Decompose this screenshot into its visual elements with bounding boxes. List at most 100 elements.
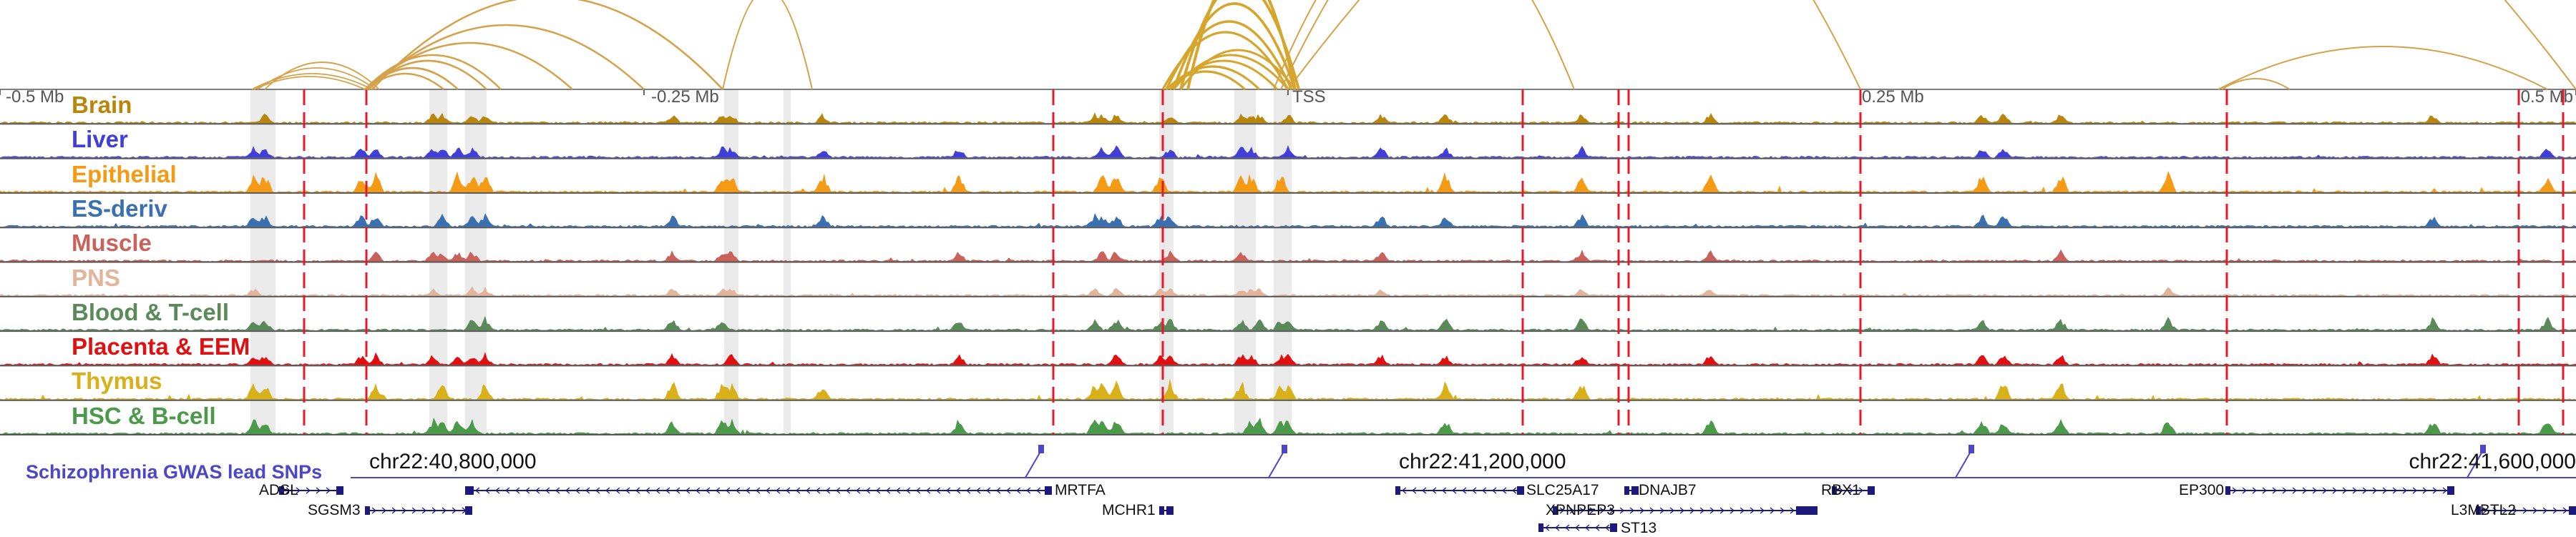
gene-exon — [465, 506, 472, 515]
gene-exon — [1796, 506, 1818, 515]
gene-strand-arrow — [1858, 487, 1864, 494]
gene-strand-arrow — [1491, 487, 1497, 494]
track-label-es-deriv: ES-deriv — [72, 194, 167, 222]
gene-strand-arrow — [441, 507, 447, 514]
gene-exon — [2447, 486, 2454, 495]
gene-strand-arrow — [1740, 507, 1745, 514]
gene-label-slc25a17: SLC25A17 — [1526, 482, 1599, 498]
gene-strand-arrow — [1411, 487, 1417, 494]
gene-strand-arrow — [1689, 507, 1695, 514]
gene-strand-arrow — [775, 487, 781, 494]
track-label-muscle: Muscle — [72, 230, 152, 257]
gene-label-mrtfa: MRTFA — [1055, 482, 1106, 498]
snp-marker — [1038, 445, 1044, 453]
gene-strand-arrow — [1421, 487, 1427, 494]
gene-strand-arrow — [2362, 487, 2368, 494]
gene-strand-arrow — [1559, 507, 1565, 514]
track-label-blood-t-cell: Blood & T-cell — [72, 298, 230, 325]
gene-strand-arrow — [2492, 507, 2498, 514]
ruler-tick-label: -0.5 Mb — [6, 87, 64, 107]
gene-strand-arrow — [514, 487, 520, 494]
gene-strand-arrow — [585, 487, 590, 494]
gene-label-sgsm3: SGSM3 — [308, 502, 361, 518]
gene-strand-arrow — [2232, 487, 2238, 494]
gene-strand-arrow — [474, 487, 480, 494]
gene-strand-arrow — [625, 487, 630, 494]
chromatin-loop-arc — [371, 0, 723, 90]
gene-strand-arrow — [615, 487, 620, 494]
gene-strand-arrow — [1619, 507, 1625, 514]
gene-strand-arrow — [401, 507, 407, 514]
ruler-tick-label: 0.5 Mb — [2520, 87, 2573, 107]
gene-strand-arrow — [835, 487, 841, 494]
gene-strand-arrow — [1659, 507, 1665, 514]
gene-strand-arrow — [1709, 507, 1715, 514]
gene-strand-arrow — [391, 507, 397, 514]
coordinate-label: chr22:41,600,000 — [2409, 450, 2576, 473]
snp-track-label: Schizophrenia GWAS lead SNPs — [26, 461, 323, 483]
gene-strand-arrow — [785, 487, 791, 494]
gene-strand-arrow — [935, 487, 941, 494]
gene-label-dnajb7: DNAJB7 — [1639, 482, 1697, 498]
gene-strand-arrow — [316, 487, 321, 494]
coordinate-label: chr22:41,200,000 — [1399, 450, 1566, 473]
gene-exon — [1832, 486, 1837, 495]
gene-exon — [1395, 486, 1400, 495]
gene-strand-arrow — [825, 487, 831, 494]
gene-exon — [1868, 486, 1875, 495]
gene-strand-arrow — [2322, 487, 2328, 494]
gene-strand-arrow — [735, 487, 741, 494]
gene-exon — [1159, 506, 1164, 515]
chromatin-loop-arc — [2221, 78, 2290, 90]
gene-exon — [1166, 506, 1174, 515]
gene-strand-arrow — [2532, 507, 2538, 514]
chromatin-loop-arc — [253, 76, 366, 90]
gene-label-xpnpep3: XPNPEP3 — [1546, 502, 1615, 518]
gene-strand-arrow — [915, 487, 921, 494]
gene-strand-arrow — [1461, 487, 1467, 494]
signal-track-area — [0, 286, 2576, 296]
gene-exon — [1517, 486, 1524, 495]
gene-label-l3mbtl2: L3MBTL2 — [2451, 502, 2517, 518]
snp-connector — [1025, 450, 1042, 478]
chromatin-loop-arc — [1280, 0, 1861, 90]
signal-track-area — [0, 112, 2576, 124]
chromatin-loop-arc — [1172, 2, 1297, 90]
gene-strand-arrow — [705, 487, 711, 494]
gene-strand-arrow — [865, 487, 871, 494]
gene-strand-arrow — [525, 487, 530, 494]
gene-strand-arrow — [2562, 507, 2568, 514]
gene-strand-arrow — [745, 487, 751, 494]
gene-strand-arrow — [1035, 487, 1041, 494]
gene-strand-arrow — [2392, 487, 2398, 494]
gene-strand-arrow — [326, 487, 331, 494]
gene-exon — [465, 486, 474, 495]
track-label-thymus: Thymus — [72, 368, 162, 395]
gene-strand-arrow — [1401, 487, 1407, 494]
gene-strand-arrow — [885, 487, 891, 494]
signal-track-area — [0, 378, 2576, 400]
gene-strand-arrow — [965, 487, 971, 494]
gene-exon — [2569, 506, 2576, 515]
gene-strand-arrow — [1760, 507, 1765, 514]
gene-strand-arrow — [1584, 524, 1590, 531]
ruler-tick-label: -0.25 Mb — [651, 87, 719, 107]
gene-exon — [365, 506, 370, 515]
gene-strand-arrow — [1729, 507, 1735, 514]
gene-strand-arrow — [2252, 487, 2258, 494]
gene-strand-arrow — [1594, 524, 1600, 531]
gene-strand-arrow — [975, 487, 981, 494]
signal-track-area — [0, 315, 2576, 331]
gene-exon — [2225, 486, 2230, 495]
gene-exon — [1631, 486, 1639, 495]
gene-strand-arrow — [1005, 487, 1011, 494]
gene-strand-arrow — [945, 487, 951, 494]
gene-exon — [1045, 486, 1052, 495]
gene-strand-arrow — [1574, 524, 1580, 531]
gene-strand-arrow — [1451, 487, 1457, 494]
gene-strand-arrow — [2502, 507, 2508, 514]
coordinate-label: chr22:40,800,000 — [369, 450, 537, 473]
track-label-hsc-b-cell: HSC & B-cell — [72, 402, 216, 429]
gene-strand-arrow — [1441, 487, 1447, 494]
